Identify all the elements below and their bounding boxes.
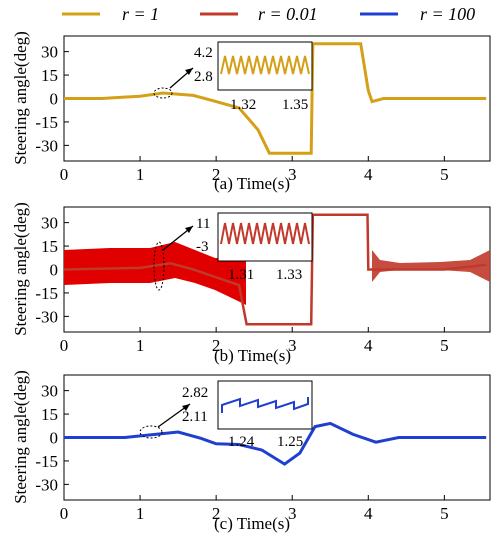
legend: r = 1 r = 0.01 r = 100 (62, 4, 475, 24)
panel-b-series-r001 (63, 213, 487, 326)
panel-b-xtick-label: 1 (136, 336, 145, 355)
panel-c-inset-xtick-right: 1.25 (277, 434, 303, 450)
panel-b-ytick-label: -15 (35, 284, 58, 303)
panel-c-xtick-label: 2 (212, 504, 221, 523)
panel-b-xtick-label: 2 (212, 336, 221, 355)
panel-b-zoom-arrowhead (185, 226, 193, 233)
panel-c-inset-ytick-bottom: 2.11 (182, 409, 208, 425)
panel-c-series-r100 (64, 421, 487, 466)
panel-c-xtick-label: 5 (440, 504, 449, 523)
panel-c-zoom-ellipse (139, 425, 163, 439)
panel-c-xtick-label: 4 (364, 504, 373, 523)
panel-a-ytick-label: -30 (35, 136, 58, 155)
panel-a-inset-ytick-top: 4.2 (194, 45, 213, 61)
legend-label-r001: r = 0.01 (258, 4, 318, 24)
panel-c-ytick-label: 0 (50, 429, 59, 448)
panel-a-inset-zigzag (220, 55, 310, 75)
panel-c-xtick-label: 3 (288, 504, 297, 523)
panel-c-ytick-label: 30 (41, 382, 58, 401)
panel-b-oscillation-band (64, 240, 246, 305)
panel-b-inset-xtick-right: 1.33 (276, 267, 302, 283)
panel-b-inset-zigzag (220, 222, 310, 245)
panel-c-ytick-label: 15 (41, 405, 58, 424)
panel-b-zoom-ellipse (153, 241, 165, 291)
panel-a: Steering angle(deg) (a) Time(s) 30150-15… (11, 31, 491, 193)
panel-a-xtick-label: 5 (440, 165, 449, 184)
panel-c-xtick-label: 1 (136, 504, 145, 523)
panel-b: Steering angle(deg) (b) Time(s) 30150-15… (11, 202, 491, 365)
panel-c: Steering angle(deg) (c) Time(s) 30150-15… (11, 370, 491, 533)
panel-b-tail-band (372, 250, 490, 282)
panel-b-ylabel: Steering angle(deg) (11, 202, 30, 336)
panel-b-xtick-label: 4 (364, 336, 373, 355)
panel-b-xtick-label: 0 (60, 336, 69, 355)
panel-b-inset-frame (217, 212, 313, 262)
panel-a-zoom-ellipse (153, 87, 173, 99)
panel-c-inset: 2.82 2.11 1.24 1.25 (139, 380, 313, 450)
panel-c-xtick-label: 0 (60, 504, 69, 523)
panel-a-ytick-label: 15 (41, 66, 58, 85)
panel-a-inset-xtick-right: 1.35 (282, 97, 308, 113)
panel-b-ytick-label: 15 (41, 237, 58, 256)
panel-a-xtick-label: 4 (364, 165, 373, 184)
panel-a-inset-xtick-left: 1.32 (230, 97, 256, 113)
panel-a-xtick-label: 0 (60, 165, 69, 184)
panel-a-caption: (a) Time(s) (214, 174, 290, 193)
panel-b-inset-xtick-left: 1.31 (228, 267, 254, 283)
panel-a-xtick-label: 1 (136, 165, 145, 184)
panel-a-ytick-label: 0 (50, 90, 59, 109)
panel-c-caption: (c) Time(s) (214, 514, 290, 533)
panel-c-inset-xtick-left: 1.24 (228, 434, 255, 450)
panel-b-inset-ytick-bottom: -3 (196, 239, 209, 255)
panel-a-series-r1 (64, 42, 487, 155)
panel-a-inset-frame (217, 41, 313, 91)
panel-b-inset-ytick-top: 11 (196, 216, 210, 232)
panel-b-xtick-label: 5 (440, 336, 449, 355)
legend-label-r100: r = 100 (420, 4, 475, 24)
panel-a-xtick-label: 2 (212, 165, 221, 184)
panel-a-zoom-arrowhead (185, 68, 193, 75)
panel-b-ytick-label: 30 (41, 214, 58, 233)
panel-c-inset-ytick-top: 2.82 (182, 385, 208, 401)
panel-c-ytick-label: -30 (35, 475, 58, 494)
panel-c-ylabel: Steering angle(deg) (11, 370, 30, 504)
panel-a-ylabel: Steering angle(deg) (11, 31, 30, 165)
panel-b-inset: 11 -3 1.31 1.33 (153, 212, 313, 291)
panel-c-inset-sawtooth (221, 397, 309, 413)
panel-a-xtick-label: 3 (288, 165, 297, 184)
panel-a-inset: 4.2 2.8 1.32 1.35 (153, 41, 313, 113)
panel-a-inset-ytick-bottom: 2.8 (194, 69, 213, 85)
panel-a-ytick-label: -15 (35, 113, 58, 132)
panel-b-xtick-label: 3 (288, 336, 297, 355)
legend-label-r1: r = 1 (122, 4, 159, 24)
panel-c-ytick-label: -15 (35, 452, 58, 471)
panel-c-zoom-arrowhead (182, 404, 190, 411)
panel-a-ytick-label: 30 (41, 43, 58, 62)
panel-b-caption: (b) Time(s) (214, 346, 291, 365)
panel-b-ytick-label: -30 (35, 307, 58, 326)
panel-b-ytick-label: 0 (50, 261, 59, 280)
